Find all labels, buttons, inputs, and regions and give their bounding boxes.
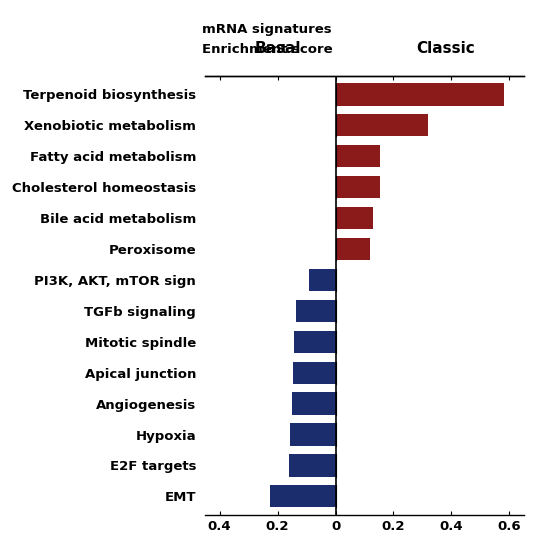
Bar: [335, 83, 503, 106]
Bar: [335, 145, 380, 167]
Bar: [335, 114, 428, 137]
Bar: [335, 176, 380, 198]
Text: Classic: Classic: [416, 41, 475, 56]
Bar: [296, 300, 335, 322]
Bar: [309, 269, 335, 291]
Bar: [292, 392, 335, 415]
Text: Enrichment score: Enrichment score: [202, 43, 333, 56]
Bar: [290, 423, 335, 446]
Bar: [271, 485, 335, 507]
Bar: [294, 331, 335, 353]
Bar: [335, 238, 370, 260]
Bar: [293, 362, 335, 384]
Text: Basal: Basal: [254, 41, 301, 56]
Bar: [288, 454, 335, 476]
Text: mRNA signatures: mRNA signatures: [202, 23, 332, 36]
Bar: [335, 207, 373, 229]
